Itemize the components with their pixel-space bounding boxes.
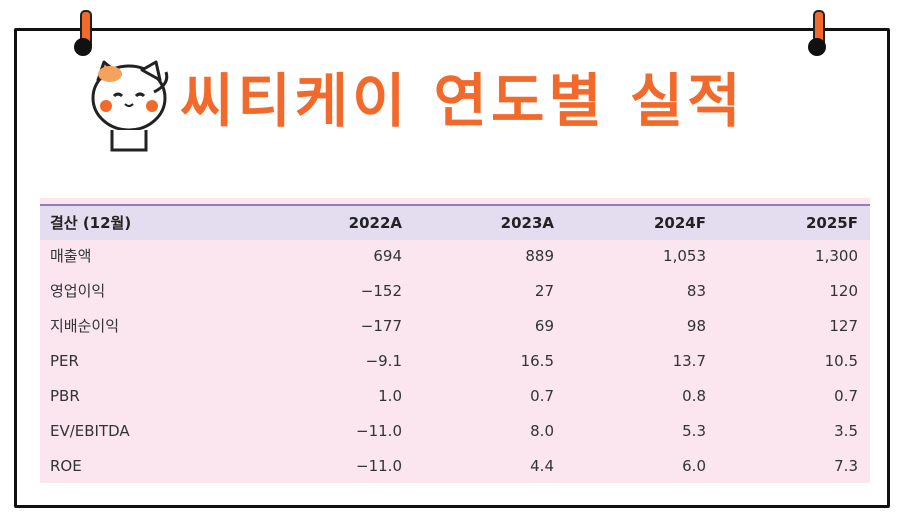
table-row: PBR 1.0 0.7 0.8 0.7 [40,379,870,414]
table-row: 매출액 694 889 1,053 1,300 [40,239,870,274]
table-header-row: 결산 (12월) 2022A 2023A 2024F 2025F [40,204,870,240]
table-row: 지배순이익 −177 69 98 127 [40,309,870,344]
cell-value: −152 [360,282,402,300]
pin-dot-icon [74,38,92,56]
performance-table: 결산 (12월) 2022A 2023A 2024F 2025F 매출액 694… [40,198,870,483]
header-cell-2024: 2024F [654,214,706,232]
table-row: EV/EBITDA −11.0 8.0 5.3 3.5 [40,414,870,449]
cell-value: 98 [686,317,706,335]
cell-value: 0.8 [682,387,706,405]
cell-value: 889 [525,247,554,265]
header-cell-label: 결산 (12월) [50,214,132,232]
cell-value: 1,300 [815,247,858,265]
cell-value: 6.0 [682,457,706,475]
cell-value: 0.7 [834,387,858,405]
row-label: PER [50,352,79,370]
table-row: 영업이익 −152 27 83 120 [40,274,870,309]
cell-value: 5.3 [682,422,706,440]
row-label: 영업이익 [50,282,106,300]
table-row: ROE −11.0 4.4 6.0 7.3 [40,449,870,484]
cell-value: −9.1 [365,352,402,370]
header-cell-2022: 2022A [348,214,402,232]
cell-value: 120 [829,282,858,300]
cell-value: 27 [534,282,554,300]
cell-value: 13.7 [672,352,706,370]
cell-value: −11.0 [356,422,402,440]
cell-value: 0.7 [530,387,554,405]
cell-value: 127 [829,317,858,335]
cell-value: 8.0 [530,422,554,440]
row-label: 지배순이익 [50,317,120,335]
row-label: EV/EBITDA [50,422,130,440]
header-cell-2023: 2023A [500,214,554,232]
row-label: 매출액 [50,247,92,265]
cat-mascot-icon [91,60,169,152]
cell-value: 1,053 [663,247,706,265]
cell-value: 4.4 [530,457,554,475]
cell-value: −177 [360,317,402,335]
pin-dot-icon [808,38,826,56]
row-label: PBR [50,387,80,405]
cell-value: −11.0 [356,457,402,475]
cell-value: 83 [686,282,706,300]
table-row: PER −9.1 16.5 13.7 10.5 [40,344,870,379]
cell-value: 3.5 [834,422,858,440]
cell-value: 1.0 [378,387,402,405]
row-label: ROE [50,457,82,475]
header-cell-2025: 2025F [806,214,858,232]
page-title: 씨티케이 연도별 실적 [180,67,745,135]
cell-value: 7.3 [834,457,858,475]
cell-value: 16.5 [520,352,554,370]
cell-value: 69 [534,317,554,335]
cell-value: 10.5 [824,352,858,370]
cell-value: 694 [373,247,402,265]
